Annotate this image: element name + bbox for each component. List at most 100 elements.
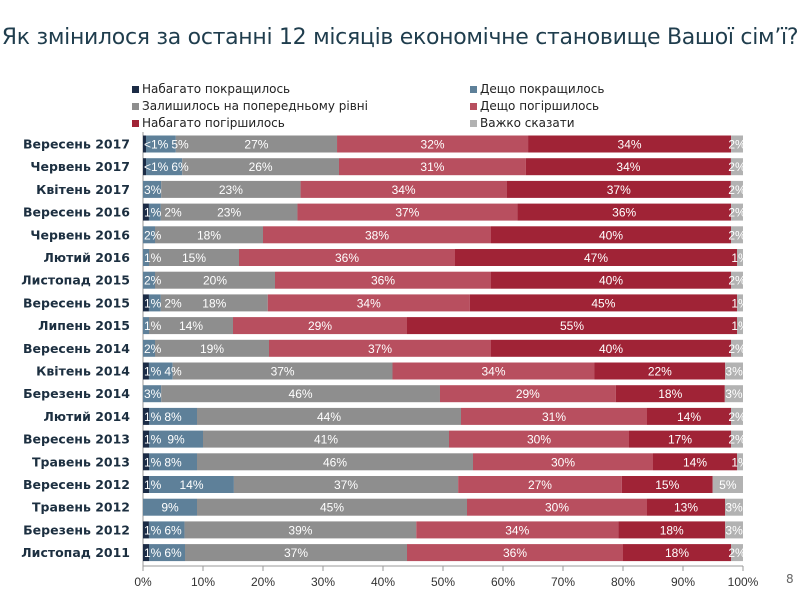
bar-segment [449,430,629,448]
data-label: 6% [164,523,182,537]
category-label: Березень 2012 [23,522,130,537]
bar-segment [148,362,173,380]
bar-segment [458,476,622,493]
category-label: Листопад 2015 [21,273,130,288]
data-label: 34% [392,183,416,197]
bar-segment [473,453,653,471]
data-label: 3% [144,183,162,197]
bar-segment [407,544,623,562]
bar-segment [143,158,147,176]
bar-segment [267,294,470,312]
data-label: 17% [668,433,692,447]
data-label: 26% [249,160,273,174]
data-label: 34% [616,160,640,174]
data-label: 3% [725,501,743,515]
data-label: 40% [599,228,623,242]
data-label: 14% [179,478,203,492]
data-label: 2% [728,228,746,242]
bar-segment [233,476,459,493]
bar-segment [653,453,737,471]
bar-segment [160,294,268,312]
data-label: 23% [217,206,241,220]
bar-segment [469,294,738,312]
bar-segment [297,203,518,221]
legend-swatch [132,85,139,93]
data-label: 40% [599,274,623,288]
bar-segment [269,339,491,357]
category-label: Вересень 2015 [23,295,130,310]
bar-segment [143,498,197,516]
category-label: Лютий 2014 [44,409,131,424]
category-label: Березень 2014 [23,386,130,401]
data-label: 37% [607,183,631,197]
bar-segment [239,249,455,266]
bar-segment [647,407,731,425]
chart-title: Як змінилося за останні 12 місяців еконо… [1,25,799,50]
data-label: 41% [314,433,338,447]
data-label: 2% [728,546,746,560]
data-label: 5% [171,138,189,152]
bar-segment [148,521,185,539]
category-label: Квітень 2014 [36,364,130,379]
bar-segment [143,271,155,289]
legend-swatch [470,119,477,127]
data-label: 36% [612,206,636,220]
data-label: 14% [683,455,707,469]
legend-item: Набагато покращилось [132,82,290,96]
x-tick-label: 40% [371,575,395,589]
data-label: 45% [591,296,615,310]
x-tick-label: 50% [431,575,455,589]
data-label: 9% [167,433,185,447]
data-label: 8% [164,410,182,424]
data-label: 4% [164,365,182,379]
bar-segment [143,407,149,425]
data-label: 1% [144,478,162,492]
bar-segment [300,180,507,198]
data-label: 3% [144,387,162,401]
bar-segment [143,135,146,153]
x-tick-label: 90% [671,575,695,589]
bar-segment [160,203,298,221]
data-label: 2% [144,228,162,242]
bar-segment [148,294,161,312]
bar-segment [338,158,526,176]
bar-segment [618,521,726,539]
data-label: 31% [542,410,566,424]
category-label: Вересень 2017 [23,137,130,152]
bar-segment [737,317,743,335]
bar-segment [731,407,743,425]
data-label: 36% [371,274,395,288]
data-label: 1% [731,455,749,469]
bar-segment [143,544,149,562]
x-tick-label: 20% [251,575,275,589]
data-label: 18% [665,546,689,560]
legend-label: Дещо покращилось [480,82,605,96]
data-label: 18% [202,296,226,310]
bar-segment [143,430,149,448]
legend-item: Важко сказати [470,116,575,130]
data-label: 22% [648,365,672,379]
bar-segment [730,180,743,198]
data-label: 37% [368,342,392,356]
data-label: 1% [144,433,162,447]
data-label: 1% [144,206,162,220]
bar-segment [392,362,595,380]
data-label: 2% [144,342,162,356]
data-label: 37% [334,478,358,492]
bar-segment [731,271,743,289]
data-label: 1% [731,296,749,310]
data-label: <1% [144,138,169,152]
data-label: 2% [728,433,746,447]
data-label: 1% [144,251,162,265]
x-tick-label: 80% [611,575,635,589]
bar-segment [143,203,149,221]
data-label: 34% [357,296,381,310]
bar-segment [731,226,743,244]
x-tick-label: 0% [134,575,152,589]
data-label: 30% [545,501,569,515]
data-label: 47% [584,251,608,265]
data-label: 14% [677,410,701,424]
bar-segment [161,385,440,403]
x-tick-label: 30% [311,575,335,589]
